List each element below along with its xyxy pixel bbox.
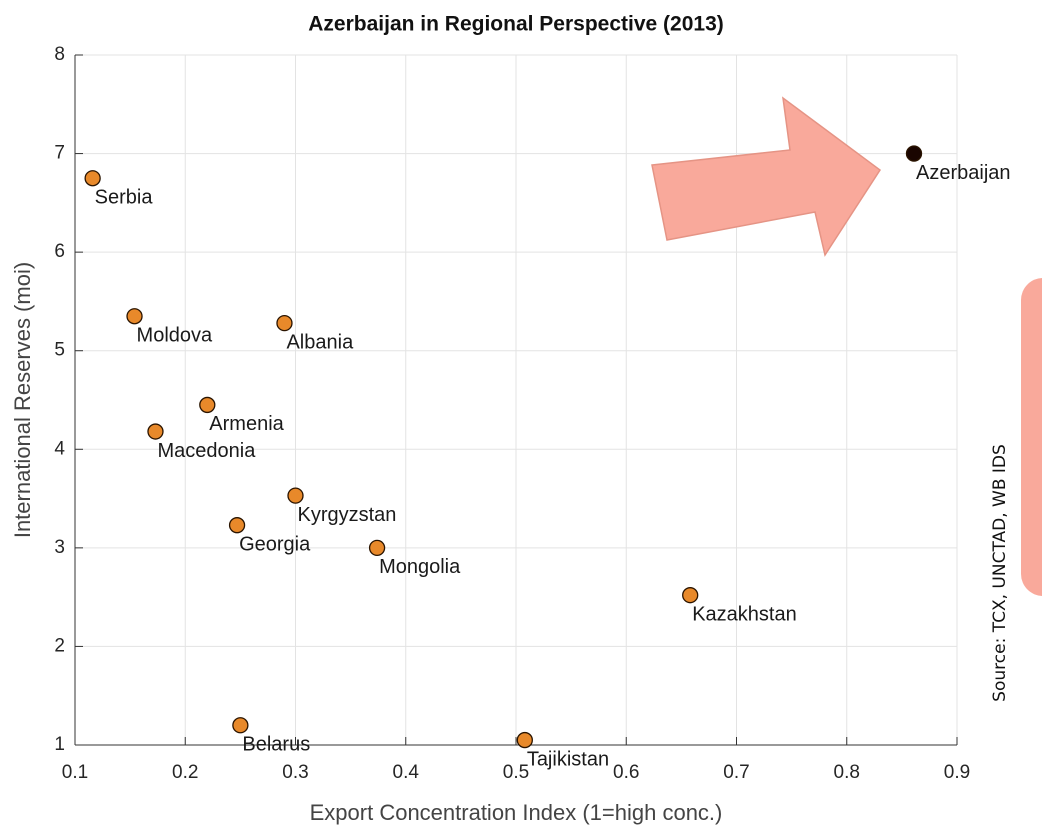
point	[287, 487, 304, 504]
point-label: Georgia	[239, 533, 311, 555]
x-tick-label: 0.8	[834, 762, 860, 783]
point	[905, 145, 923, 162]
side-banner	[1021, 278, 1042, 596]
point-label: Belarus	[242, 734, 310, 756]
point-label: Azerbaijan	[916, 162, 1011, 184]
x-tick-label: 0.5	[503, 762, 529, 783]
point	[147, 423, 164, 440]
x-tick-label: 0.2	[172, 762, 198, 783]
x-tick-label: 0.1	[62, 762, 88, 783]
y-tick-label: 3	[54, 537, 65, 558]
y-tick-label: 4	[54, 438, 65, 459]
point	[232, 717, 249, 734]
y-tick-label: 5	[54, 340, 65, 361]
y-tick-label: 6	[54, 241, 65, 262]
x-tick-label: 0.7	[723, 762, 749, 783]
point-label: Macedonia	[157, 440, 256, 462]
point-label: Armenia	[209, 413, 284, 435]
point	[228, 517, 246, 534]
point-label: Moldova	[137, 324, 213, 346]
y-tick-label: 2	[54, 635, 65, 656]
point	[516, 731, 533, 749]
x-tick-label: 0.4	[393, 762, 420, 783]
point	[276, 314, 293, 332]
point-label: Kyrgyzstan	[298, 504, 397, 526]
point	[368, 539, 386, 557]
point	[126, 308, 143, 325]
arrow-annotation	[651, 96, 882, 257]
point-label: Tajikistan	[527, 748, 609, 770]
point	[84, 170, 101, 187]
source-note: Source: TCX, UNCTAD, WB IDS	[990, 444, 1010, 702]
y-tick-label: 1	[54, 734, 65, 755]
point-label: Serbia	[95, 186, 154, 208]
chart-title: Azerbaijan in Regional Perspective (2013…	[308, 13, 724, 36]
point-label: Albania	[286, 331, 354, 353]
point-label: Kazakhstan	[692, 603, 797, 625]
x-axis-label: Export Concentration Index (1=high conc.…	[310, 800, 723, 825]
y-tick-label: 7	[54, 143, 65, 164]
point	[682, 587, 699, 604]
point-label: Mongolia	[379, 556, 461, 578]
x-tick-label: 0.6	[613, 762, 639, 783]
x-tick-label: 0.9	[944, 762, 970, 783]
x-tick-label: 0.3	[282, 762, 308, 783]
point	[199, 396, 216, 414]
y-axis-label: International Reserves (moi)	[10, 262, 35, 538]
y-tick-label: 8	[54, 44, 65, 65]
